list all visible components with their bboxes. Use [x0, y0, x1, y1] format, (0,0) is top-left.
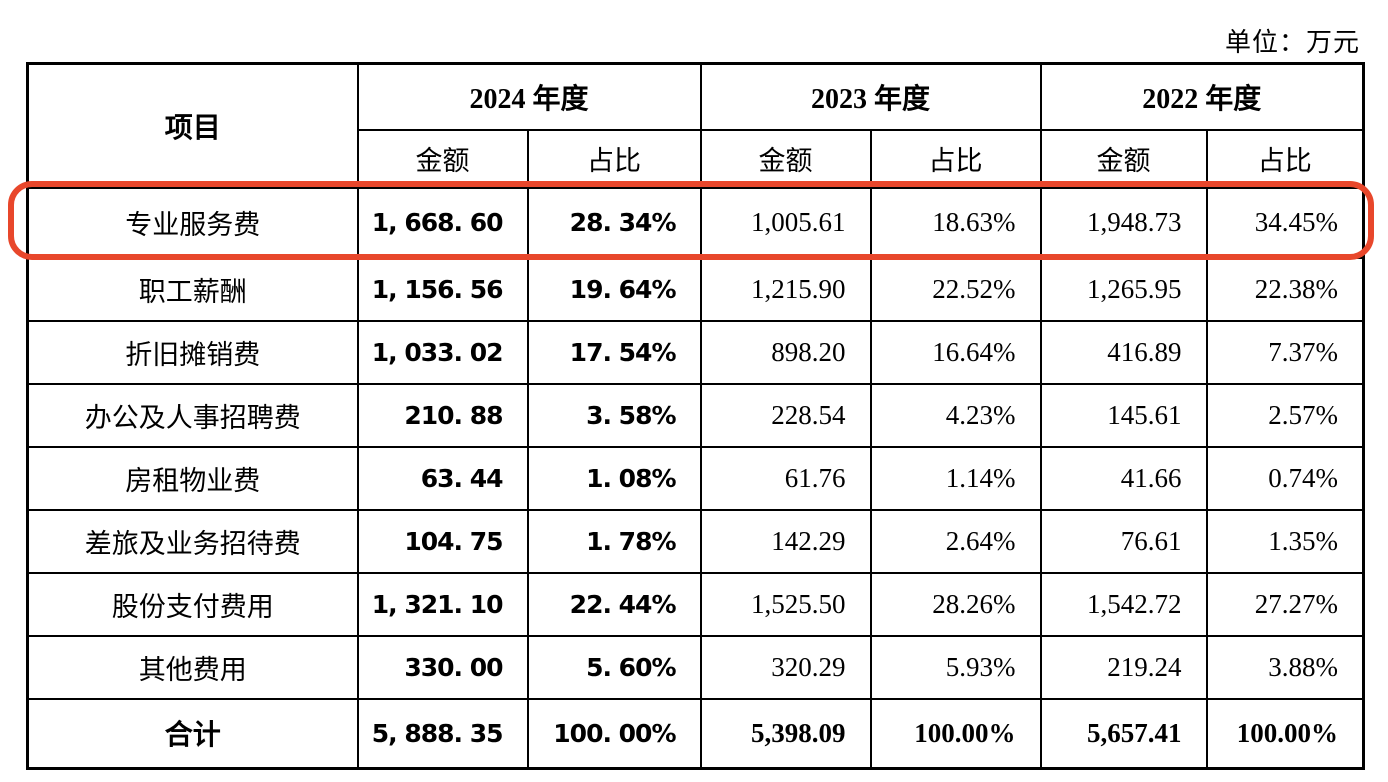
cell-amount-2022: 145.61: [1039, 382, 1208, 448]
column-header-ratio-2022: 占比: [1205, 128, 1365, 189]
cell-ratio-2023: 4.23%: [869, 382, 1042, 448]
cell-amount-2023: 142.29: [699, 508, 872, 574]
cell-total-amount-2022: 5,657.41: [1039, 697, 1208, 770]
cell-ratio-2023: 5.93%: [869, 634, 1042, 700]
unit-label: 单位：万元: [1224, 28, 1360, 57]
cell-ratio-2022: 0.74%: [1205, 445, 1365, 511]
cell-amount-2024: 210. 88: [356, 382, 529, 448]
cell-amount-2022: 1,542.72: [1039, 571, 1208, 637]
cell-amount-2024: 1, 321. 10: [356, 571, 529, 637]
table-row-other-expenses: 其他费用 330. 00 5. 60% 320.29 5.93% 219.24 …: [26, 634, 1365, 700]
cell-amount-2024: 104. 75: [356, 508, 529, 574]
cell-amount-2022: 416.89: [1039, 319, 1208, 385]
expense-table: 项目 2024 年度 2023 年度 2022 年度 金额 占比 金额 占比 金…: [26, 62, 1366, 770]
column-header-amount-2023: 金额: [699, 128, 872, 189]
row-item-label: 职工薪酬: [26, 256, 359, 322]
cell-ratio-2022: 34.45%: [1205, 186, 1365, 259]
cell-ratio-2024: 17. 54%: [526, 319, 702, 385]
column-header-ratio-2023: 占比: [869, 128, 1042, 189]
cell-ratio-2022: 22.38%: [1205, 256, 1365, 322]
column-header-ratio-2024: 占比: [526, 128, 702, 189]
row-item-label: 其他费用: [26, 634, 359, 700]
cell-amount-2024: 1, 668. 60: [356, 186, 529, 259]
cell-ratio-2024: 5. 60%: [526, 634, 702, 700]
row-item-label: 办公及人事招聘费: [26, 382, 359, 448]
cell-amount-2022: 219.24: [1039, 634, 1208, 700]
cell-ratio-2024: 22. 44%: [526, 571, 702, 637]
cell-amount-2024: 1, 033. 02: [356, 319, 529, 385]
cell-ratio-2023: 16.64%: [869, 319, 1042, 385]
table-row-professional-services: 专业服务费 1, 668. 60 28. 34% 1,005.61 18.63%…: [26, 186, 1365, 259]
cell-ratio-2023: 22.52%: [869, 256, 1042, 322]
cell-amount-2023: 1,525.50: [699, 571, 872, 637]
cell-ratio-2023: 18.63%: [869, 186, 1042, 259]
row-item-label: 专业服务费: [26, 186, 359, 259]
cell-total-ratio-2023: 100.00%: [869, 697, 1042, 770]
column-header-year-2024: 2024 年度: [356, 62, 702, 131]
cell-amount-2022: 76.61: [1039, 508, 1208, 574]
table-row-travel-entertainment: 差旅及业务招待费 104. 75 1. 78% 142.29 2.64% 76.…: [26, 508, 1365, 574]
cell-ratio-2024: 3. 58%: [526, 382, 702, 448]
cell-amount-2023: 228.54: [699, 382, 872, 448]
cell-amount-2022: 1,265.95: [1039, 256, 1208, 322]
cell-ratio-2022: 1.35%: [1205, 508, 1365, 574]
table-row-rent-property: 房租物业费 63. 44 1. 08% 61.76 1.14% 41.66 0.…: [26, 445, 1365, 511]
row-item-label: 股份支付费用: [26, 571, 359, 637]
total-label: 合计: [26, 697, 359, 770]
cell-amount-2023: 1,215.90: [699, 256, 872, 322]
cell-ratio-2023: 28.26%: [869, 571, 1042, 637]
column-header-year-2022: 2022 年度: [1039, 62, 1365, 131]
cell-amount-2022: 41.66: [1039, 445, 1208, 511]
cell-amount-2024: 330. 00: [356, 634, 529, 700]
cell-ratio-2023: 2.64%: [869, 508, 1042, 574]
cell-total-ratio-2024: 100. 00%: [526, 697, 702, 770]
table-row-office-recruitment: 办公及人事招聘费 210. 88 3. 58% 228.54 4.23% 145…: [26, 382, 1365, 448]
row-item-label: 房租物业费: [26, 445, 359, 511]
table-row-share-payment: 股份支付费用 1, 321. 10 22. 44% 1,525.50 28.26…: [26, 571, 1365, 637]
table-row-depreciation-amortization: 折旧摊销费 1, 033. 02 17. 54% 898.20 16.64% 4…: [26, 319, 1365, 385]
table-row-total: 合计 5, 888. 35 100. 00% 5,398.09 100.00% …: [26, 697, 1365, 770]
cell-ratio-2022: 3.88%: [1205, 634, 1365, 700]
cell-amount-2023: 61.76: [699, 445, 872, 511]
cell-ratio-2022: 7.37%: [1205, 319, 1365, 385]
column-header-item: 项目: [26, 62, 359, 189]
cell-ratio-2022: 2.57%: [1205, 382, 1365, 448]
cell-amount-2023: 898.20: [699, 319, 872, 385]
column-header-year-2023: 2023 年度: [699, 62, 1042, 131]
cell-ratio-2022: 27.27%: [1205, 571, 1365, 637]
column-header-amount-2024: 金额: [356, 128, 529, 189]
cell-ratio-2024: 28. 34%: [526, 186, 702, 259]
cell-ratio-2023: 1.14%: [869, 445, 1042, 511]
cell-total-amount-2023: 5,398.09: [699, 697, 872, 770]
cell-amount-2023: 320.29: [699, 634, 872, 700]
cell-ratio-2024: 1. 08%: [526, 445, 702, 511]
cell-ratio-2024: 1. 78%: [526, 508, 702, 574]
cell-amount-2024: 63. 44: [356, 445, 529, 511]
column-header-amount-2022: 金额: [1039, 128, 1208, 189]
row-item-label: 折旧摊销费: [26, 319, 359, 385]
cell-amount-2022: 1,948.73: [1039, 186, 1208, 259]
cell-total-ratio-2022: 100.00%: [1205, 697, 1365, 770]
cell-total-amount-2024: 5, 888. 35: [356, 697, 529, 770]
header-row-years: 项目 2024 年度 2023 年度 2022 年度: [26, 62, 1365, 189]
cell-amount-2023: 1,005.61: [699, 186, 872, 259]
cell-amount-2024: 1, 156. 56: [356, 256, 529, 322]
row-item-label: 差旅及业务招待费: [26, 508, 359, 574]
cell-ratio-2024: 19. 64%: [526, 256, 702, 322]
table-row-employee-compensation: 职工薪酬 1, 156. 56 19. 64% 1,215.90 22.52% …: [26, 256, 1365, 322]
